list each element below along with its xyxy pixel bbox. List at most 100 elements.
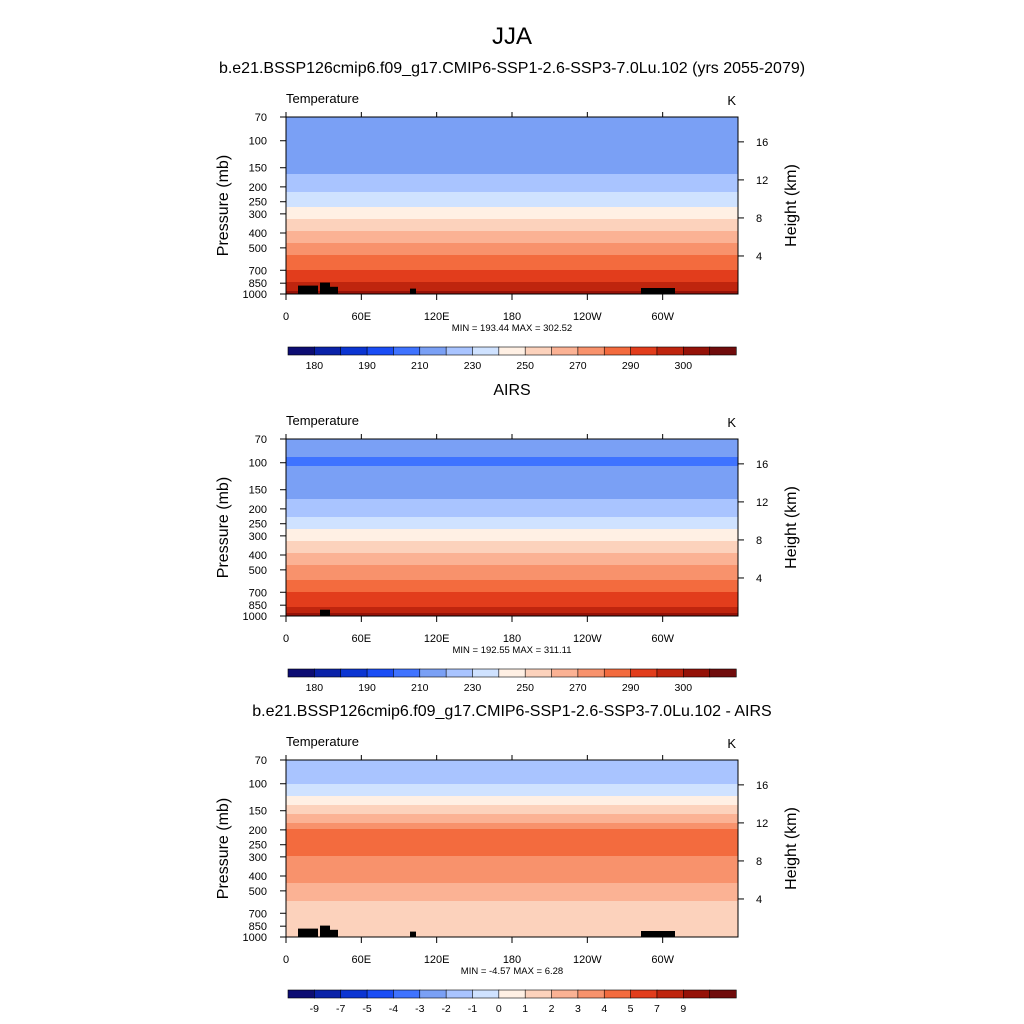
contour-band bbox=[286, 475, 738, 479]
y-tick-label: 700 bbox=[249, 587, 267, 599]
x-tick-label: 60E bbox=[352, 311, 372, 323]
contour-band bbox=[286, 784, 738, 788]
colorbar-cell bbox=[577, 989, 605, 999]
colorbar-label: 3 bbox=[575, 1003, 581, 1015]
y-tick-label: 100 bbox=[249, 136, 267, 148]
contour-band bbox=[286, 892, 738, 896]
contour-band bbox=[286, 174, 738, 178]
contour-band bbox=[286, 159, 738, 163]
y-tick-label: 200 bbox=[249, 182, 267, 194]
colorbar-label: 250 bbox=[516, 360, 534, 372]
contour-band bbox=[286, 769, 738, 773]
colorbar-cell bbox=[709, 668, 737, 678]
contour-band bbox=[286, 571, 738, 575]
contour-band bbox=[286, 796, 738, 800]
variable-label: Temperature bbox=[286, 91, 359, 106]
main-title: JJA bbox=[492, 23, 532, 50]
contour-band bbox=[286, 787, 738, 791]
contour-band bbox=[286, 532, 738, 536]
contour-band bbox=[286, 871, 738, 875]
contour-band bbox=[286, 165, 738, 169]
x-tick-label: 0 bbox=[283, 633, 289, 645]
y-right-axis-title: Height (km) bbox=[783, 486, 800, 569]
contour-band bbox=[286, 823, 738, 827]
right-tick-label: 16 bbox=[756, 459, 768, 471]
y-tick-label: 100 bbox=[249, 779, 267, 791]
contour-band bbox=[286, 523, 738, 527]
y-tick-label: 500 bbox=[249, 243, 267, 255]
y-tick-label: 850 bbox=[249, 921, 267, 933]
colorbar-label: 290 bbox=[622, 360, 640, 372]
contour-band bbox=[286, 463, 738, 467]
colorbar-label: 300 bbox=[675, 360, 693, 372]
contour-band bbox=[286, 216, 738, 220]
contour-band bbox=[286, 517, 738, 521]
contour-band bbox=[286, 790, 738, 794]
contour-band bbox=[286, 126, 738, 130]
contour-band bbox=[286, 204, 738, 208]
colorbar-cell bbox=[603, 346, 632, 356]
topography-mask bbox=[410, 288, 416, 294]
colorbar-cell bbox=[709, 346, 737, 356]
contour-band bbox=[286, 862, 738, 866]
contour-band bbox=[286, 886, 738, 890]
contour-band bbox=[286, 793, 738, 797]
colorbar-label: 190 bbox=[358, 360, 376, 372]
y-tick-label: 250 bbox=[249, 840, 267, 852]
contour-band bbox=[286, 604, 738, 608]
colorbar-cell bbox=[393, 668, 421, 678]
panel-title: b.e21.BSSP126cmip6.f09_g17.CMIP6-SSP1-2.… bbox=[252, 703, 771, 720]
contour-band bbox=[286, 222, 738, 226]
right-tick-label: 4 bbox=[756, 251, 762, 263]
contour-band bbox=[286, 580, 738, 584]
y-tick-label: 70 bbox=[255, 434, 267, 446]
colorbar-label: 1 bbox=[522, 1003, 528, 1015]
colorbar-cell bbox=[314, 346, 342, 356]
colorbar-cell bbox=[366, 346, 395, 356]
contour-band bbox=[286, 613, 738, 617]
contour-band bbox=[286, 478, 738, 482]
y-right-axis-title: Height (km) bbox=[783, 807, 800, 890]
contour-band bbox=[286, 508, 738, 512]
topography-mask bbox=[320, 282, 330, 294]
contour-band bbox=[286, 487, 738, 491]
colorbar-cell bbox=[314, 668, 342, 678]
right-tick-label: 4 bbox=[756, 894, 762, 906]
colorbar-cell bbox=[498, 989, 526, 999]
topography-mask bbox=[330, 929, 338, 937]
y-tick-label: 400 bbox=[249, 550, 267, 562]
contour-band bbox=[286, 850, 738, 854]
topography-mask bbox=[298, 928, 318, 937]
contour-band bbox=[286, 538, 738, 542]
contour-band bbox=[286, 457, 738, 461]
x-tick-label: 0 bbox=[283, 954, 289, 966]
contour-band bbox=[286, 598, 738, 602]
contour-band bbox=[286, 526, 738, 530]
contour-band bbox=[286, 255, 738, 259]
contour-band bbox=[286, 535, 738, 539]
contour-band bbox=[286, 493, 738, 497]
contour-band bbox=[286, 817, 738, 821]
colorbar-label: 230 bbox=[464, 682, 482, 694]
y-axis-title: Pressure (mb) bbox=[215, 477, 232, 578]
variable-label: Temperature bbox=[286, 734, 359, 749]
colorbar-label: -5 bbox=[362, 1003, 371, 1015]
contour-band bbox=[286, 541, 738, 545]
y-right-axis-title: Height (km) bbox=[783, 164, 800, 247]
colorbar-cell bbox=[419, 989, 447, 999]
right-tick-label: 8 bbox=[756, 856, 762, 868]
right-tick-label: 16 bbox=[756, 780, 768, 792]
contour-band bbox=[286, 460, 738, 464]
colorbar-cell bbox=[577, 346, 605, 356]
contour-band bbox=[286, 285, 738, 289]
y-tick-label: 1000 bbox=[243, 611, 267, 623]
contour-band bbox=[286, 132, 738, 136]
y-axis-title: Pressure (mb) bbox=[215, 798, 232, 899]
y-tick-label: 400 bbox=[249, 228, 267, 240]
contour-band bbox=[286, 270, 738, 274]
colorbar-cell bbox=[577, 668, 605, 678]
contour-band bbox=[286, 282, 738, 286]
colorbar-cell bbox=[551, 668, 579, 678]
contour-band bbox=[286, 219, 738, 223]
